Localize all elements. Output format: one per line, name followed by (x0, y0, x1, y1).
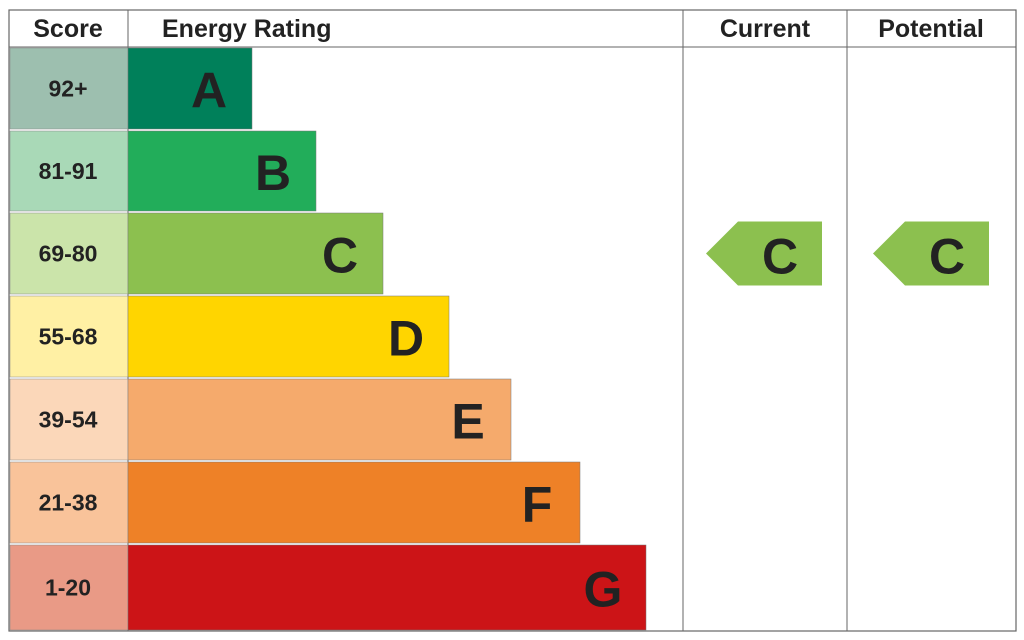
current-arrow (706, 221, 822, 286)
band-bar (127, 47, 253, 130)
band-letter: F (522, 477, 553, 533)
band-letter: D (388, 311, 424, 367)
band-letter: A (191, 63, 227, 119)
score-label: 81-91 (39, 158, 98, 184)
score-cell (9, 212, 129, 295)
potential-band: C (929, 229, 965, 285)
score-cell (9, 47, 129, 130)
score-cell (9, 295, 129, 378)
current-band: C (762, 229, 798, 285)
score-label: 92+ (48, 76, 87, 102)
band-letter: B (255, 145, 291, 201)
band-bar (127, 212, 384, 295)
score-label: 69-80 (39, 241, 98, 267)
score-label: 1-20 (45, 575, 91, 601)
band-bar (127, 461, 581, 544)
score-cell (9, 130, 129, 212)
potential-arrow (873, 221, 989, 286)
score-label: 55-68 (39, 324, 98, 350)
table-border (8, 9, 1017, 632)
header-potential: Potential (878, 15, 984, 43)
band-bar (127, 130, 317, 212)
score-label: 39-54 (39, 407, 98, 433)
band-letter: G (584, 562, 623, 618)
header-current: Current (720, 15, 811, 43)
band-letter: E (451, 394, 484, 450)
score-cell (9, 544, 129, 631)
band-bar (127, 378, 512, 461)
band-bar (127, 544, 647, 631)
header-rating: Energy Rating (162, 15, 331, 43)
score-label: 21-38 (39, 490, 98, 516)
band-letter: C (322, 228, 358, 284)
score-cell (9, 461, 129, 544)
header-score: Score (33, 15, 103, 43)
band-bar (127, 295, 450, 378)
score-cell (9, 378, 129, 461)
